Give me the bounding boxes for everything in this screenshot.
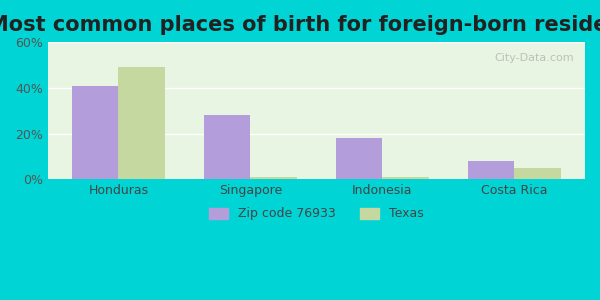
- Bar: [468, 161, 514, 179]
- Bar: [514, 168, 560, 179]
- Bar: [382, 177, 428, 179]
- Bar: [118, 67, 164, 179]
- Bar: [72, 85, 118, 179]
- Bar: [204, 116, 250, 179]
- Bar: [250, 177, 296, 179]
- Bar: [336, 138, 382, 179]
- Legend: Zip code 76933, Texas: Zip code 76933, Texas: [204, 202, 429, 225]
- Text: City-Data.com: City-Data.com: [494, 53, 574, 63]
- Title: Most common places of birth for foreign-born residents: Most common places of birth for foreign-…: [0, 15, 600, 35]
